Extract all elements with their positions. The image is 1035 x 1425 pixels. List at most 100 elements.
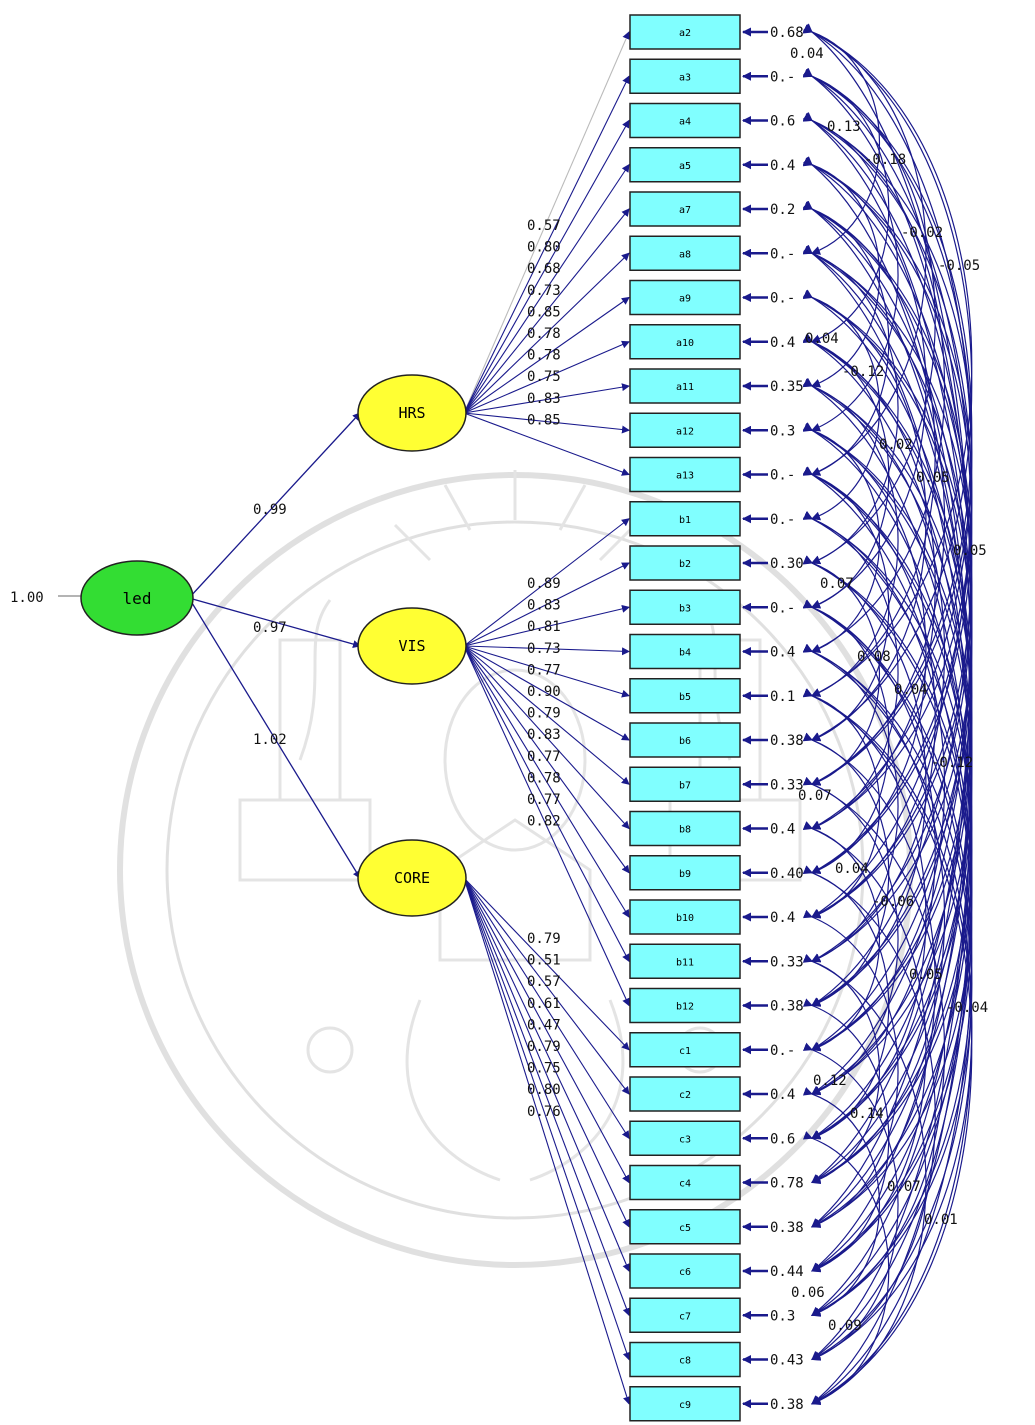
error-covariance-arc [802, 688, 927, 1140]
second-order-path [188, 412, 361, 599]
loading-path [463, 383, 630, 414]
error-variance-label: 0.4 [770, 335, 795, 351]
loading-path [463, 877, 631, 1317]
error-variance-label: 0.4 [770, 645, 795, 661]
indicator-box-c6 [629, 1253, 741, 1289]
error-covariance-arc [802, 68, 973, 1007]
loading-path [463, 163, 630, 414]
covariance-value: 0.08 [857, 649, 891, 665]
indicator-box-c4 [629, 1164, 741, 1201]
error-variance-label: 0.4 [770, 158, 795, 174]
loading-path [463, 645, 630, 830]
latent-label: VIS [398, 637, 425, 655]
indicator-label: b3 [679, 603, 691, 614]
covariance-value: -0.02 [901, 225, 943, 241]
indicator-box-a13 [629, 456, 741, 493]
loading-path [463, 208, 630, 414]
error-variance-label: 0.2 [770, 202, 795, 218]
error-covariance-arc [802, 865, 936, 1361]
indicator-label: b10 [676, 913, 694, 924]
covariance-value: -0.05 [938, 258, 980, 274]
error-covariance-arc [802, 732, 936, 1228]
error-covariance-arc [802, 644, 899, 963]
indicator-box-a11 [629, 368, 741, 404]
indicator-label: a2 [679, 28, 691, 39]
indicator-label: a4 [679, 117, 691, 128]
loading-value: 0.61 [527, 996, 561, 1012]
indicator-label: b7 [679, 780, 691, 791]
loading-value: 0.51 [527, 953, 561, 969]
loading-value: 0.78 [527, 348, 561, 364]
indicator-box-b3 [629, 589, 741, 625]
error-variance-label: 0.- [770, 246, 795, 262]
indicator-box-a4 [629, 102, 741, 139]
loading-value: 0.57 [527, 974, 561, 990]
indicator-label: c9 [679, 1400, 691, 1411]
loading-path [463, 119, 630, 414]
covariance-value: 0.07 [887, 1179, 921, 1195]
indicator-box-b9 [629, 855, 741, 891]
covariance-value: 0.13 [827, 119, 861, 135]
indicator-label: a3 [679, 72, 691, 83]
loading-value: 0.80 [527, 1082, 561, 1098]
covariance-value: 0.04 [835, 861, 869, 877]
indicator-label: c6 [679, 1267, 691, 1278]
indicator-box-b7 [629, 766, 741, 802]
error-variance-label: 0.4 [770, 822, 795, 838]
loading-path [463, 412, 630, 434]
covariance-value: 0.06 [791, 1285, 825, 1301]
indicator-label: a10 [676, 338, 694, 349]
indicator-label: b6 [679, 736, 691, 747]
indicator-box-a3 [629, 58, 741, 94]
error-covariance-arc [802, 245, 946, 786]
error-variance-label: 0.38 [770, 999, 804, 1015]
covariance-value: 0.12 [813, 1073, 847, 1089]
error-covariance-arc [802, 246, 899, 565]
error-variance-label: 0.40 [770, 866, 804, 882]
loading-value: 0.89 [527, 576, 561, 592]
indicator-label: a12 [676, 426, 694, 437]
loading-path [463, 645, 630, 963]
error-variance-label: 0.4 [770, 910, 795, 926]
loading-path [463, 877, 630, 1184]
error-covariance-arc [802, 157, 927, 609]
indicator-label: c7 [679, 1311, 691, 1322]
indicator-label: c5 [679, 1223, 691, 1234]
error-covariance-arc [802, 555, 927, 1007]
loading-path [463, 645, 630, 741]
indicator-label: b1 [679, 515, 691, 526]
latent-node-vis [357, 607, 467, 685]
loading-value: 0.83 [527, 598, 561, 614]
covariance-value: 0.01 [924, 1212, 958, 1228]
error-covariance-arc [802, 909, 899, 1228]
loading-value: 0.75 [527, 1061, 561, 1077]
error-variance-label: 0.3 [770, 1308, 795, 1324]
indicator-label: b9 [679, 869, 691, 880]
indicator-label: c3 [679, 1134, 691, 1145]
error-variance-label: 0.- [770, 512, 795, 528]
covariance-value: 0.05 [909, 967, 943, 983]
loading-value: 0.79 [527, 1039, 561, 1055]
error-variance-label: 0.38 [770, 733, 804, 749]
indicator-label: c4 [679, 1179, 691, 1190]
error-covariance-arc [802, 953, 927, 1405]
indicator-label: b5 [679, 692, 691, 703]
error-variance-label: 0.43 [770, 1353, 804, 1369]
error-covariance-arc [802, 23, 973, 918]
error-covariance-arc [802, 378, 899, 697]
loading-path [463, 412, 630, 476]
indicator-label: c2 [679, 1090, 691, 1101]
latent-label: HRS [398, 404, 425, 422]
indicator-label: c1 [679, 1046, 691, 1057]
indicator-box-b5 [629, 678, 741, 714]
loading-value: 0.83 [527, 727, 561, 743]
indicator-box-a9 [629, 279, 741, 316]
indicator-label: a7 [679, 205, 691, 216]
error-covariance-arc [802, 821, 880, 1052]
loading-value: 0.79 [527, 931, 561, 947]
covariance-value: 0.02 [879, 437, 913, 453]
loading-value: 0.85 [527, 412, 561, 428]
latent-label: CORE [394, 869, 430, 887]
loading-value: 0.76 [527, 1104, 561, 1120]
error-variance-label: 0.1 [770, 689, 795, 705]
